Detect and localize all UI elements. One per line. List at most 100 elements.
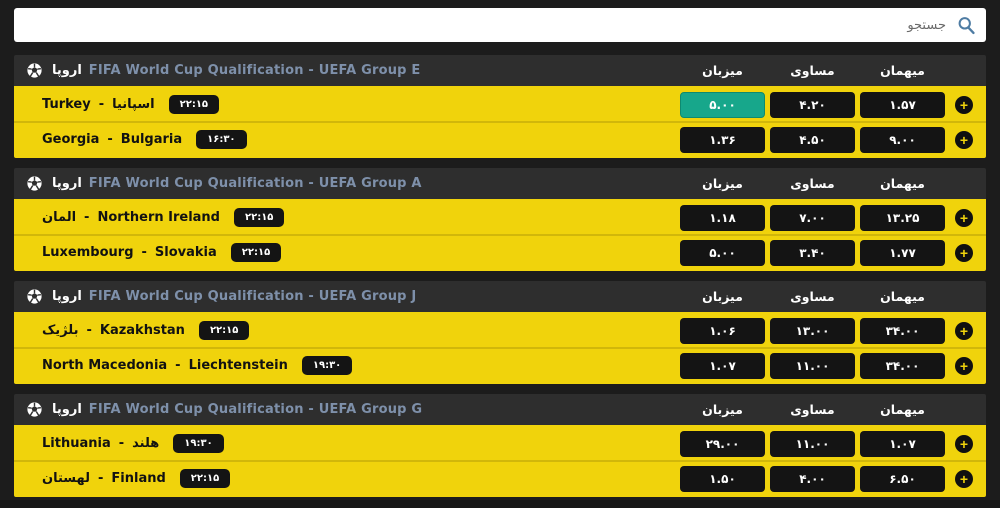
odd-guest-button[interactable]: ۱۳.۲۵ — [860, 205, 945, 231]
odd-draw-button[interactable]: ۱۱.۰۰ — [770, 431, 855, 457]
odd-host-button[interactable]: ۵.۰۰ — [680, 240, 765, 266]
more-bets-button[interactable]: + — [950, 322, 978, 340]
team-name: Georgia — [42, 132, 99, 147]
odds-group: ۵.۰۰ ۳.۴۰ ۱.۷۷ + — [680, 240, 986, 266]
plus-icon: + — [955, 435, 973, 453]
soccer-ball-icon — [26, 175, 43, 192]
time-badge: ۲۲:۱۵ — [234, 208, 284, 227]
odd-host-button[interactable]: ۱.۱۸ — [680, 205, 765, 231]
odds-group: ۲۹.۰۰ ۱۱.۰۰ ۱.۰۷ + — [680, 431, 986, 457]
team-name: Liechtenstein — [189, 358, 288, 373]
odd-guest-button[interactable]: ۱.۰۷ — [860, 431, 945, 457]
odd-draw-button[interactable]: ۷.۰۰ — [770, 205, 855, 231]
column-draw: مساوی — [770, 63, 855, 78]
match-group-a: اروپا FIFA World Cup Qualification - UEF… — [14, 168, 986, 271]
time-badge: ۲۲:۱۵ — [169, 95, 219, 114]
team-separator: - — [107, 132, 112, 147]
group-body: المان - Northern Ireland ۲۲:۱۵ ۱.۱۸ ۷.۰۰… — [14, 199, 986, 271]
odd-host-button[interactable]: ۱.۳۶ — [680, 127, 765, 153]
time-badge: ۲۲:۱۵ — [231, 243, 281, 262]
odd-guest-button[interactable]: ۳۴.۰۰ — [860, 353, 945, 379]
search-input[interactable] — [14, 8, 986, 42]
odd-host-button[interactable]: ۵.۰۰ — [680, 92, 765, 118]
more-bets-button[interactable]: + — [950, 209, 978, 227]
odd-guest-button[interactable]: ۹.۰۰ — [860, 127, 945, 153]
region-label: اروپا — [52, 63, 82, 78]
match-teams: المان - Northern Ireland ۲۲:۱۵ — [42, 208, 680, 227]
column-guest: میهمان — [860, 63, 945, 78]
odds-group: ۱.۰۶ ۱۳.۰۰ ۳۴.۰۰ + — [680, 318, 986, 344]
team-name: المان — [42, 210, 76, 225]
odds-column-headers: میزبان مساوی میهمان — [680, 176, 986, 191]
search-icon — [956, 15, 976, 35]
more-bets-button[interactable]: + — [950, 131, 978, 149]
odd-guest-button[interactable]: ۶.۵۰ — [860, 466, 945, 492]
league-title: FIFA World Cup Qualification - UEFA Grou… — [89, 289, 417, 304]
group-body: Turkey - اسپانیا ۲۲:۱۵ ۵.۰۰ ۴.۲۰ ۱.۵۷ + … — [14, 86, 986, 158]
odds-column-headers: میزبان مساوی میهمان — [680, 63, 986, 78]
team-separator: - — [98, 471, 103, 486]
match-teams: Georgia - Bulgaria ۱۶:۳۰ — [42, 130, 680, 149]
match-group-e: اروپا FIFA World Cup Qualification - UEF… — [14, 55, 986, 158]
team-name: Kazakhstan — [100, 323, 185, 338]
region-label: اروپا — [52, 176, 82, 191]
odd-host-button[interactable]: ۱.۰۶ — [680, 318, 765, 344]
match-row: Luxembourg - Slovakia ۲۲:۱۵ ۵.۰۰ ۳.۴۰ ۱.… — [14, 236, 986, 269]
more-bets-button[interactable]: + — [950, 357, 978, 375]
match-row: Georgia - Bulgaria ۱۶:۳۰ ۱.۳۶ ۴.۵۰ ۹.۰۰ … — [14, 123, 986, 156]
region-label: اروپا — [52, 289, 82, 304]
group-header[interactable]: اروپا FIFA World Cup Qualification - UEF… — [14, 168, 986, 199]
group-body: بلژیک - Kazakhstan ۲۲:۱۵ ۱.۰۶ ۱۳.۰۰ ۳۴.۰… — [14, 312, 986, 384]
soccer-ball-icon — [26, 401, 43, 418]
odd-host-button[interactable]: ۱.۵۰ — [680, 466, 765, 492]
plus-icon: + — [955, 322, 973, 340]
group-body: Lithuania - هلند ۱۹:۳۰ ۲۹.۰۰ ۱۱.۰۰ ۱.۰۷ … — [14, 425, 986, 497]
odds-group: ۵.۰۰ ۴.۲۰ ۱.۵۷ + — [680, 92, 986, 118]
team-separator: - — [86, 323, 91, 338]
odd-guest-button[interactable]: ۱.۷۷ — [860, 240, 945, 266]
team-name: اسپانیا — [112, 97, 155, 112]
odd-guest-button[interactable]: ۳۴.۰۰ — [860, 318, 945, 344]
more-bets-button[interactable]: + — [950, 435, 978, 453]
region-label: اروپا — [52, 402, 82, 417]
match-row: لهستان - Finland ۲۲:۱۵ ۱.۵۰ ۴.۰۰ ۶.۵۰ + — [14, 462, 986, 495]
plus-icon: + — [955, 244, 973, 262]
time-badge: ۱۹:۳۰ — [302, 356, 352, 375]
match-group-g: اروپا FIFA World Cup Qualification - UEF… — [14, 394, 986, 497]
odd-draw-button[interactable]: ۱۳.۰۰ — [770, 318, 855, 344]
more-bets-button[interactable]: + — [950, 470, 978, 488]
team-name: Northern Ireland — [97, 210, 220, 225]
column-draw: مساوی — [770, 402, 855, 417]
odds-group: ۱.۱۸ ۷.۰۰ ۱۳.۲۵ + — [680, 205, 986, 231]
group-header[interactable]: اروپا FIFA World Cup Qualification - UEF… — [14, 281, 986, 312]
match-row: المان - Northern Ireland ۲۲:۱۵ ۱.۱۸ ۷.۰۰… — [14, 201, 986, 234]
soccer-ball-icon — [26, 288, 43, 305]
column-draw: مساوی — [770, 176, 855, 191]
odd-draw-button[interactable]: ۳.۴۰ — [770, 240, 855, 266]
plus-icon: + — [955, 131, 973, 149]
team-separator: - — [142, 245, 147, 260]
odd-draw-button[interactable]: ۴.۲۰ — [770, 92, 855, 118]
odd-draw-button[interactable]: ۴.۵۰ — [770, 127, 855, 153]
odd-guest-button[interactable]: ۱.۵۷ — [860, 92, 945, 118]
match-row: بلژیک - Kazakhstan ۲۲:۱۵ ۱.۰۶ ۱۳.۰۰ ۳۴.۰… — [14, 314, 986, 347]
league-title: FIFA World Cup Qualification - UEFA Grou… — [89, 176, 422, 191]
team-name: Luxembourg — [42, 245, 134, 260]
match-teams: بلژیک - Kazakhstan ۲۲:۱۵ — [42, 321, 680, 340]
odd-host-button[interactable]: ۲۹.۰۰ — [680, 431, 765, 457]
odd-draw-button[interactable]: ۱۱.۰۰ — [770, 353, 855, 379]
match-row: Turkey - اسپانیا ۲۲:۱۵ ۵.۰۰ ۴.۲۰ ۱.۵۷ + — [14, 88, 986, 121]
odds-group: ۱.۰۷ ۱۱.۰۰ ۳۴.۰۰ + — [680, 353, 986, 379]
plus-icon: + — [955, 470, 973, 488]
group-header[interactable]: اروپا FIFA World Cup Qualification - UEF… — [14, 394, 986, 425]
odd-host-button[interactable]: ۱.۰۷ — [680, 353, 765, 379]
match-teams: Turkey - اسپانیا ۲۲:۱۵ — [42, 95, 680, 114]
team-name: Finland — [111, 471, 165, 486]
odd-draw-button[interactable]: ۴.۰۰ — [770, 466, 855, 492]
league-title: FIFA World Cup Qualification - UEFA Grou… — [89, 63, 421, 78]
more-bets-button[interactable]: + — [950, 96, 978, 114]
team-name: Lithuania — [42, 436, 111, 451]
time-badge: ۱۶:۳۰ — [196, 130, 246, 149]
more-bets-button[interactable]: + — [950, 244, 978, 262]
group-header[interactable]: اروپا FIFA World Cup Qualification - UEF… — [14, 55, 986, 86]
